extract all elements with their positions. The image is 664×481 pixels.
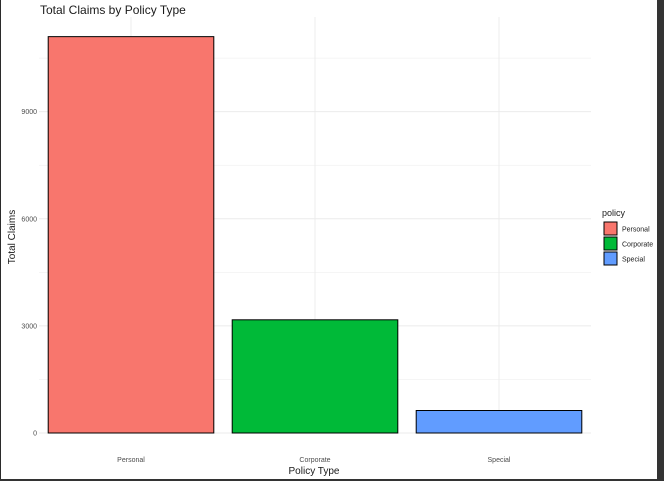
y-tick-label: 9000 [21,109,37,116]
legend-key-personal [603,221,618,236]
legend-label: Special [622,257,645,264]
x-tick-label: Corporate [299,457,330,464]
legend-title: policy [602,208,626,218]
y-tick-label: 3000 [21,323,37,330]
x-axis-title: Policy Type [289,466,340,477]
legend: policy Personal Corporate Special [602,208,653,266]
legend-key-corporate [603,236,618,251]
x-tick-label: Special [488,457,511,464]
y-axis-title: Total Claims [7,210,18,264]
bar-special [415,410,583,434]
bars [47,36,583,434]
legend-key-special [603,251,618,266]
y-tick-label: 0 [33,431,37,438]
x-axis-ticks: Personal Corporate Special [117,457,511,464]
window-edge-bottom [0,479,664,481]
bar-personal [47,36,215,434]
chart-title: Total Claims by Policy Type [40,3,186,17]
legend-label: Corporate [622,242,653,249]
bar-corporate [231,319,399,434]
x-tick-label: Personal [117,457,145,464]
legend-label: Personal [622,227,650,234]
legend-items: Personal Corporate Special [603,221,653,266]
y-tick-label: 6000 [21,216,37,223]
y-axis-ticks: 0 3000 6000 9000 [21,109,37,437]
window-edge-right [657,0,664,481]
